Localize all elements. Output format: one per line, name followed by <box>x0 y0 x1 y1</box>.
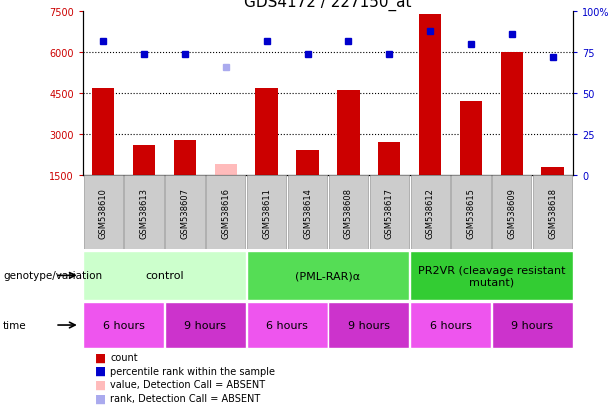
Bar <box>124 176 164 250</box>
Text: genotype/variation: genotype/variation <box>3 271 102 281</box>
Text: ■: ■ <box>95 392 106 405</box>
Bar <box>246 251 409 301</box>
Text: 9 hours: 9 hours <box>348 320 390 330</box>
Bar <box>329 302 409 348</box>
Text: GSM538607: GSM538607 <box>180 187 189 238</box>
Bar <box>166 176 205 250</box>
Bar <box>133 146 155 176</box>
Bar <box>247 176 286 250</box>
Bar <box>83 302 164 348</box>
Bar <box>246 302 327 348</box>
Bar <box>206 176 245 250</box>
Bar <box>411 176 450 250</box>
Bar <box>451 176 490 250</box>
Text: control: control <box>145 271 184 281</box>
Bar <box>533 176 573 250</box>
Bar <box>173 140 196 176</box>
Bar <box>165 302 246 348</box>
Text: GSM538617: GSM538617 <box>385 187 394 238</box>
Text: GSM538616: GSM538616 <box>221 187 230 238</box>
Text: percentile rank within the sample: percentile rank within the sample <box>110 366 275 376</box>
Text: value, Detection Call = ABSENT: value, Detection Call = ABSENT <box>110 380 265 389</box>
Text: 9 hours: 9 hours <box>511 320 554 330</box>
Bar <box>541 167 564 176</box>
Bar <box>492 176 531 250</box>
Text: 6 hours: 6 hours <box>103 320 145 330</box>
Bar <box>410 302 491 348</box>
Bar <box>419 15 441 176</box>
Text: 6 hours: 6 hours <box>430 320 471 330</box>
Text: GSM538608: GSM538608 <box>344 187 353 238</box>
Title: GDS4172 / 227150_at: GDS4172 / 227150_at <box>244 0 412 11</box>
Text: (PML-RAR)α: (PML-RAR)α <box>295 271 360 281</box>
Text: GSM538614: GSM538614 <box>303 188 312 238</box>
Bar <box>288 176 327 250</box>
Text: GSM538611: GSM538611 <box>262 188 271 238</box>
Bar <box>410 251 573 301</box>
Text: GSM538610: GSM538610 <box>99 188 108 238</box>
Text: PR2VR (cleavage resistant
mutant): PR2VR (cleavage resistant mutant) <box>417 265 565 287</box>
Bar <box>83 251 246 301</box>
Text: count: count <box>110 352 138 362</box>
Text: ■: ■ <box>95 364 106 377</box>
Text: 6 hours: 6 hours <box>266 320 308 330</box>
Text: GSM538613: GSM538613 <box>140 187 148 238</box>
Bar <box>370 176 409 250</box>
Text: ■: ■ <box>95 378 106 391</box>
Text: rank, Detection Call = ABSENT: rank, Detection Call = ABSENT <box>110 393 261 403</box>
Bar <box>256 88 278 176</box>
Bar <box>337 91 360 176</box>
Bar <box>92 88 115 176</box>
Bar <box>329 176 368 250</box>
Text: GSM538609: GSM538609 <box>508 188 516 238</box>
Text: ■: ■ <box>95 351 106 364</box>
Bar <box>83 176 123 250</box>
Bar <box>492 302 573 348</box>
Bar <box>378 143 400 176</box>
Text: GSM538618: GSM538618 <box>548 187 557 238</box>
Bar <box>296 151 319 176</box>
Text: GSM538612: GSM538612 <box>425 188 435 238</box>
Text: time: time <box>3 320 27 330</box>
Text: 9 hours: 9 hours <box>185 320 226 330</box>
Bar <box>501 53 523 176</box>
Bar <box>460 102 482 176</box>
Bar <box>215 165 237 176</box>
Text: GSM538615: GSM538615 <box>466 188 476 238</box>
